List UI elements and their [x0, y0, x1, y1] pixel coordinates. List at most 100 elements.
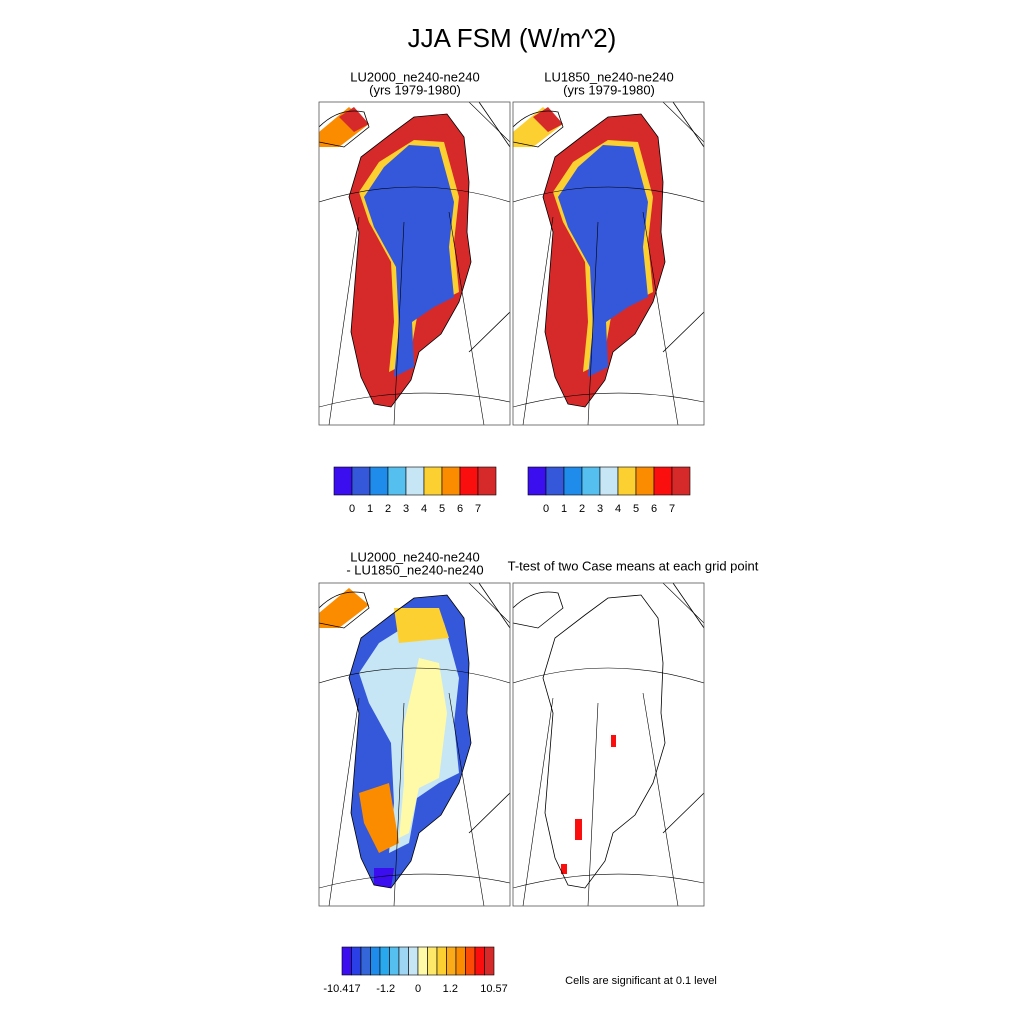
- colorbar-box: [360, 946, 371, 976]
- colorbar-label: 5: [439, 503, 445, 515]
- colorbar-box: [351, 946, 362, 976]
- colorbar-box: [599, 466, 619, 496]
- colorbar-label: 7: [475, 503, 481, 515]
- colorbar-box: [333, 466, 353, 496]
- colorbar-box: [427, 946, 438, 976]
- colorbar-box: [379, 946, 390, 976]
- colorbar-label: 2: [385, 503, 391, 515]
- colorbar-box: [389, 946, 400, 976]
- colorbar-label: 7: [669, 503, 675, 515]
- map-body: [319, 102, 510, 425]
- map-frame: [512, 101, 705, 426]
- coastline: [348, 594, 472, 889]
- graticule: [513, 583, 704, 906]
- colorbar-label: 6: [651, 503, 657, 515]
- colorbar-label: 3: [403, 503, 409, 515]
- colorbar-box: [405, 466, 425, 496]
- map-body: [513, 102, 704, 425]
- field: [399, 658, 447, 838]
- figure-title: JJA FSM (W/m^2): [408, 23, 617, 53]
- panel-title: (yrs 1979-1980): [369, 82, 461, 97]
- field: [533, 107, 563, 132]
- map-frame: [512, 582, 705, 907]
- colorbar-label: 0: [543, 503, 549, 515]
- field: [339, 107, 369, 132]
- coastline: [319, 591, 370, 629]
- colorbar-box: [370, 946, 381, 976]
- colorbar-box: [341, 946, 352, 976]
- coastline: [542, 594, 666, 889]
- coastline: [513, 110, 564, 148]
- colorbar-label: 4: [421, 503, 427, 515]
- colorbar-box: [398, 946, 409, 976]
- colorbar-label: 4: [615, 503, 621, 515]
- colorbar-label: 10.57: [480, 983, 508, 995]
- panel-title: (yrs 1979-1980): [563, 82, 655, 97]
- colorbar-box: [477, 466, 497, 496]
- colorbar-box: [653, 466, 673, 496]
- colorbar-box: [436, 946, 447, 976]
- graticule: [319, 102, 510, 425]
- coastline: [542, 113, 666, 408]
- colorbar-box: [417, 946, 428, 976]
- field: [374, 868, 394, 888]
- colorbar-box: [474, 946, 485, 976]
- map-panel: [512, 582, 705, 907]
- colorbar-box: [617, 466, 637, 496]
- colorbar-box: [545, 466, 565, 496]
- coastline: [513, 591, 564, 629]
- coastline: [348, 113, 472, 408]
- colorbar-box: [671, 466, 691, 496]
- colorbar-label: 0: [349, 503, 355, 515]
- colorbar-box: [423, 466, 443, 496]
- colorbar-label: 0: [415, 983, 421, 995]
- map-panel: [512, 101, 705, 426]
- field: [359, 783, 399, 853]
- colorbar-box: [446, 946, 457, 976]
- colorbar-label: 5: [633, 503, 639, 515]
- colorbar-label: 6: [457, 503, 463, 515]
- sig-cell: [575, 819, 582, 840]
- colorbar-box: [484, 946, 495, 976]
- map-body: [513, 583, 704, 906]
- colorbar-box: [441, 466, 461, 496]
- colorbar-box: [408, 946, 419, 976]
- map-frame: [318, 101, 511, 426]
- coastline: [662, 583, 704, 834]
- colorbar-box: [563, 466, 583, 496]
- colorbar-box: [635, 466, 655, 496]
- coastline: [468, 583, 510, 834]
- colorbar-box: [527, 466, 547, 496]
- coastline: [662, 102, 704, 353]
- coastline: [468, 102, 510, 353]
- panel-title: T-test of two Case means at each grid po…: [508, 558, 759, 573]
- colorbar-box: [581, 466, 601, 496]
- panel-title: - LU1850_ne240-ne240: [346, 562, 483, 577]
- colorbar-label: -1.2: [376, 983, 395, 995]
- map-frame: [318, 582, 511, 907]
- field: [394, 608, 449, 643]
- map-panel: [318, 582, 511, 907]
- panel-title: LU2000_ne240-ne240: [350, 549, 479, 564]
- graticule: [319, 583, 510, 906]
- graticule: [513, 102, 704, 425]
- panel-title: LU2000_ne240-ne240: [350, 69, 479, 84]
- colorbar-box: [387, 466, 407, 496]
- note: Cells are significant at 0.1 level: [565, 975, 717, 987]
- colorbar-box: [455, 946, 466, 976]
- colorbar-label: 3: [597, 503, 603, 515]
- colorbar-box: [459, 466, 479, 496]
- colorbar-label: -10.417: [323, 983, 360, 995]
- map-body: [319, 583, 510, 906]
- sig-cell: [611, 735, 616, 747]
- sig-cell: [561, 864, 567, 874]
- field: [364, 145, 454, 377]
- colorbar-box: [465, 946, 476, 976]
- field: [319, 588, 369, 628]
- map-panel: [318, 101, 511, 426]
- colorbar-box: [351, 466, 371, 496]
- panel-title: LU1850_ne240-ne240: [544, 69, 673, 84]
